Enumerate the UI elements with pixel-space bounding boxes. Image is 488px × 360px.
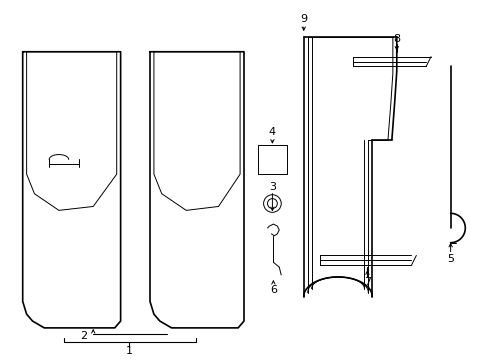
Text: 1: 1	[126, 346, 133, 356]
Text: 7: 7	[363, 277, 370, 287]
Text: 4: 4	[268, 127, 275, 137]
Text: 8: 8	[392, 34, 400, 44]
Text: 2: 2	[80, 331, 87, 341]
Text: 3: 3	[268, 182, 275, 192]
Text: 5: 5	[446, 254, 453, 264]
Text: 9: 9	[300, 14, 306, 24]
Text: 6: 6	[269, 285, 276, 295]
